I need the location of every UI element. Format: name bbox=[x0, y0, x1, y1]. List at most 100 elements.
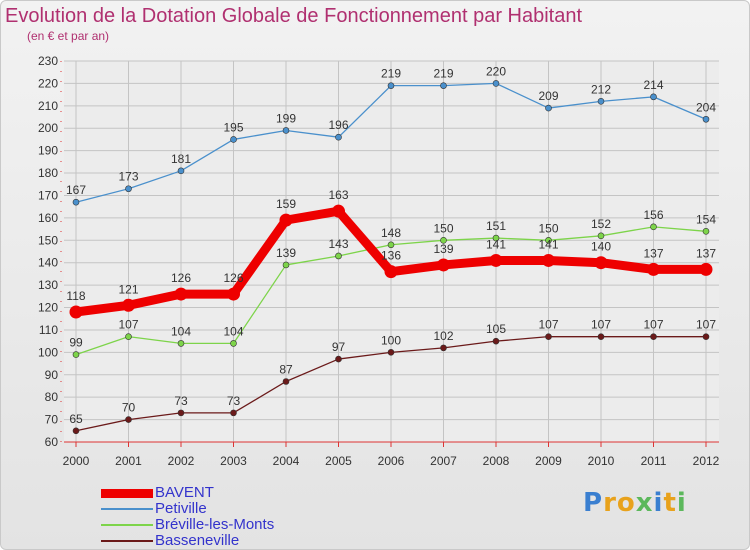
data-label: 121 bbox=[118, 282, 138, 296]
logo-letter: t bbox=[663, 488, 677, 518]
data-label: 195 bbox=[223, 120, 243, 134]
data-label: 126 bbox=[171, 271, 191, 285]
data-point bbox=[227, 287, 240, 301]
legend-item: Petiville bbox=[101, 500, 401, 517]
data-point bbox=[174, 287, 188, 301]
data-point bbox=[282, 127, 290, 134]
data-label: 140 bbox=[591, 240, 611, 254]
data-point bbox=[440, 82, 447, 89]
x-tick-label: 2012 bbox=[693, 454, 720, 468]
data-point bbox=[597, 333, 605, 340]
data-label: 199 bbox=[276, 111, 296, 125]
data-point bbox=[492, 234, 500, 242]
x-tick-label: 2005 bbox=[325, 454, 352, 468]
data-point bbox=[387, 349, 395, 356]
y-tick-label: 150 bbox=[38, 233, 58, 247]
y-tick-label: 110 bbox=[39, 323, 58, 337]
data-label: 148 bbox=[381, 226, 401, 240]
data-point bbox=[489, 253, 503, 267]
data-point bbox=[282, 378, 290, 385]
data-point bbox=[542, 253, 555, 267]
data-label: 73 bbox=[174, 394, 188, 408]
data-point bbox=[597, 98, 605, 105]
data-point bbox=[492, 337, 500, 345]
x-tick-label: 2011 bbox=[641, 454, 667, 468]
y-tick-label: 130 bbox=[38, 278, 58, 292]
data-label: 212 bbox=[591, 82, 611, 96]
data-label: 100 bbox=[381, 333, 401, 347]
x-tick-label: 2009 bbox=[535, 454, 562, 468]
data-label: 141 bbox=[538, 237, 558, 251]
data-label: 139 bbox=[276, 246, 296, 260]
x-tick-label: 2010 bbox=[588, 454, 615, 468]
legend-swatch bbox=[101, 488, 153, 498]
data-point bbox=[597, 232, 605, 240]
logo-letter: i bbox=[653, 488, 664, 518]
data-point bbox=[702, 115, 710, 123]
data-label: 167 bbox=[66, 183, 86, 197]
data-point bbox=[335, 355, 342, 363]
y-tick-label: 160 bbox=[38, 211, 58, 225]
data-point bbox=[594, 256, 608, 270]
data-label: 118 bbox=[66, 289, 85, 303]
data-point bbox=[282, 261, 290, 269]
data-point bbox=[387, 82, 395, 89]
legend-swatch bbox=[101, 508, 153, 510]
data-label: 70 bbox=[122, 401, 136, 415]
y-tick-label: 90 bbox=[45, 368, 59, 382]
y-tick-label: 100 bbox=[38, 345, 58, 359]
logo-letter: x bbox=[635, 488, 654, 518]
data-label: 107 bbox=[591, 318, 611, 332]
proxiti-logo: Proxiti bbox=[583, 488, 687, 518]
data-label: 214 bbox=[643, 78, 663, 92]
data-label: 150 bbox=[538, 221, 558, 235]
data-point bbox=[440, 236, 447, 244]
data-point bbox=[440, 344, 447, 352]
y-tick-label: 80 bbox=[45, 390, 59, 404]
data-point bbox=[279, 213, 293, 227]
data-point bbox=[72, 427, 80, 435]
data-point bbox=[702, 333, 710, 340]
logo-letter: P bbox=[583, 488, 604, 518]
data-point bbox=[125, 333, 132, 340]
data-label: 107 bbox=[643, 318, 663, 332]
data-label: 152 bbox=[591, 217, 611, 231]
data-point bbox=[437, 258, 450, 272]
y-tick-label: 140 bbox=[38, 256, 58, 270]
legend-item: BAVENT bbox=[101, 484, 401, 501]
data-point bbox=[72, 351, 80, 358]
y-tick-label: 70 bbox=[45, 413, 59, 427]
legend-item: Bréville-les-Monts bbox=[101, 516, 401, 533]
x-tick-label: 2000 bbox=[63, 454, 90, 468]
data-label: 87 bbox=[279, 362, 293, 376]
data-label: 141 bbox=[486, 237, 506, 251]
data-label: 204 bbox=[696, 100, 716, 114]
data-point bbox=[230, 409, 237, 417]
y-tick-label: 180 bbox=[38, 166, 58, 180]
data-point bbox=[72, 198, 80, 206]
data-point bbox=[125, 416, 132, 423]
data-label: 102 bbox=[433, 329, 453, 343]
data-label: 97 bbox=[332, 340, 346, 354]
data-label: 173 bbox=[118, 170, 138, 184]
y-tick-label: 190 bbox=[38, 144, 58, 158]
data-label: 73 bbox=[227, 394, 241, 408]
data-label: 107 bbox=[696, 318, 716, 332]
legend: BAVENT Petiville Bréville-les-Monts Bassene… bbox=[101, 484, 401, 549]
data-point bbox=[545, 333, 552, 340]
data-label: 219 bbox=[433, 67, 453, 81]
data-label: 219 bbox=[381, 67, 401, 81]
data-label: 107 bbox=[118, 318, 138, 332]
x-tick-label: 2008 bbox=[483, 454, 510, 468]
data-point bbox=[650, 333, 657, 340]
data-point bbox=[650, 93, 657, 101]
data-point bbox=[702, 228, 710, 235]
legend-swatch bbox=[101, 524, 153, 526]
data-point bbox=[230, 136, 237, 143]
data-point bbox=[492, 80, 500, 87]
data-label: 154 bbox=[696, 212, 716, 226]
data-label: 150 bbox=[433, 221, 453, 235]
data-point bbox=[122, 298, 135, 312]
data-label: 104 bbox=[171, 324, 191, 338]
